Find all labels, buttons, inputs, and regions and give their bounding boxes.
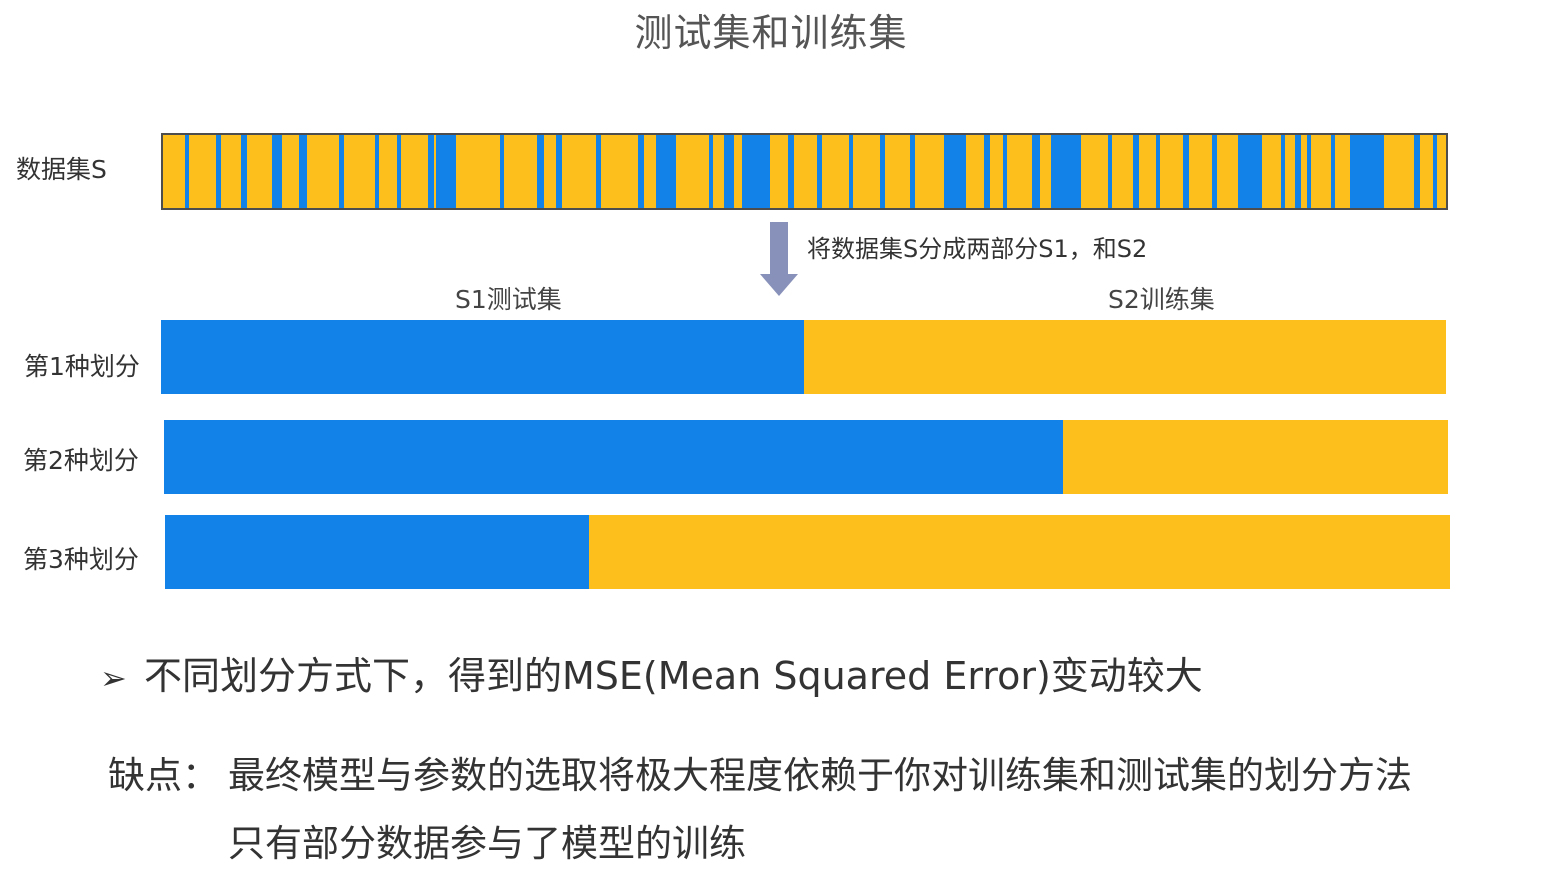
dataset-sample-stripe: [1433, 135, 1437, 208]
split-3-label: 第3种划分: [23, 545, 139, 574]
dataset-sample-stripe: [724, 135, 734, 208]
dataset-sample-stripe: [1003, 135, 1007, 208]
dataset-sample-stripe: [1133, 135, 1139, 208]
dataset-sample-stripe: [272, 135, 282, 208]
bullet-point: ➢ 不同划分方式下，得到的MSE(Mean Squared Error)变动较大: [100, 645, 1203, 700]
dataset-sample-stripe: [299, 135, 307, 208]
split-3-bar: [165, 515, 1450, 589]
train-set-label: S2训练集: [1108, 285, 1215, 314]
dataset-sample-stripe: [849, 135, 853, 208]
drawback-line-1: 最终模型与参数的选取将极大程度依赖于你对训练集和测试集的划分方法: [228, 754, 1412, 797]
dataset-sample-stripe: [1051, 135, 1081, 208]
dataset-sample-stripe: [1295, 135, 1301, 208]
dataset-sample-stripe: [1414, 135, 1420, 208]
drawback-line-2: 只有部分数据参与了模型的训练: [228, 822, 746, 865]
dataset-sample-stripe: [984, 135, 990, 208]
split-1-bar: [161, 320, 1446, 394]
drawback-prefix: 缺点：: [108, 754, 219, 797]
dataset-sample-stripe: [1350, 135, 1384, 208]
dataset-sample-stripe: [817, 135, 822, 208]
dataset-sample-stripe: [910, 135, 915, 208]
dataset-sample-stripe: [1212, 135, 1217, 208]
dataset-bar: [161, 133, 1448, 210]
down-arrow-shaft: [770, 222, 788, 276]
split-2-label: 第2种划分: [23, 446, 139, 475]
split-2-bar: [164, 420, 1448, 494]
dataset-sample-stripe: [500, 135, 504, 208]
dataset-sample-stripe: [1238, 135, 1262, 208]
dataset-sample-stripe: [1331, 135, 1335, 208]
dataset-sample-stripe: [185, 135, 189, 208]
dataset-sample-stripe: [397, 135, 401, 208]
test-set-label: S1测试集: [455, 285, 562, 314]
split-note: 将数据集S分成两部分S1，和S2: [807, 235, 1148, 263]
dataset-sample-stripe: [880, 135, 885, 208]
dataset-sample-stripe: [944, 135, 966, 208]
dataset-sample-stripe: [339, 135, 344, 208]
bullet-arrow-icon: ➢: [100, 659, 127, 697]
split-1-test-segment: [161, 320, 804, 394]
dataset-sample-stripe: [241, 135, 247, 208]
split-2-test-segment: [164, 420, 1063, 494]
dataset-sample-stripe: [1183, 135, 1189, 208]
split-3-test-segment: [165, 515, 590, 589]
dataset-sample-stripe: [1156, 135, 1160, 208]
dataset-sample-stripe: [436, 135, 456, 208]
dataset-sample-stripe: [709, 135, 713, 208]
dataset-sample-stripe: [537, 135, 544, 208]
dataset-sample-stripe: [596, 135, 601, 208]
page-title: 测试集和训练集: [634, 11, 908, 55]
dataset-sample-stripe: [1307, 135, 1311, 208]
dataset-label: 数据集S: [16, 155, 107, 184]
dataset-sample-stripe: [216, 135, 221, 208]
split-1-label: 第1种划分: [24, 352, 140, 381]
dataset-sample-stripe: [556, 135, 562, 208]
dataset-sample-stripe: [1108, 135, 1112, 208]
dataset-sample-stripe: [788, 135, 794, 208]
down-arrow-icon: [760, 274, 798, 296]
dataset-sample-stripe: [428, 135, 434, 208]
dataset-sample-stripe: [638, 135, 644, 208]
dataset-sample-stripe: [742, 135, 770, 208]
dataset-sample-stripe: [1032, 135, 1040, 208]
dataset-sample-stripe: [656, 135, 676, 208]
dataset-sample-stripe: [1281, 135, 1285, 208]
bullet-text: 不同划分方式下，得到的MSE(Mean Squared Error)变动较大: [144, 654, 1203, 698]
dataset-sample-stripe: [375, 135, 379, 208]
